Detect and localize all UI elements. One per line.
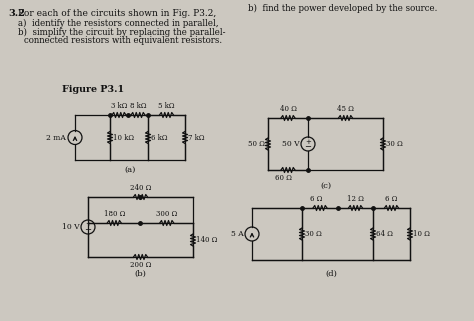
Text: 6 Ω: 6 Ω: [385, 195, 398, 203]
Text: (d): (d): [325, 270, 337, 278]
Text: 50 Ω: 50 Ω: [248, 140, 265, 148]
Text: 5 kΩ: 5 kΩ: [158, 102, 175, 110]
Text: 40 Ω: 40 Ω: [280, 105, 296, 113]
Text: 10 V: 10 V: [63, 223, 80, 231]
Text: 60 Ω: 60 Ω: [274, 174, 292, 182]
Text: 6 Ω: 6 Ω: [310, 195, 322, 203]
Text: For each of the circuits shown in Fig. P3.2,: For each of the circuits shown in Fig. P…: [18, 9, 216, 18]
Text: +: +: [85, 221, 91, 228]
Text: 10 kΩ: 10 kΩ: [113, 134, 134, 142]
Text: 240 Ω: 240 Ω: [130, 184, 151, 192]
Text: connected resistors with equivalent resistors.: connected resistors with equivalent resi…: [24, 36, 222, 45]
Text: 50 V: 50 V: [283, 140, 300, 148]
Text: 30 Ω: 30 Ω: [305, 230, 322, 238]
Text: (b): (b): [135, 270, 146, 278]
Text: 140 Ω: 140 Ω: [196, 236, 218, 244]
Text: b)  simplify the circuit by replacing the parallel-: b) simplify the circuit by replacing the…: [18, 28, 226, 37]
Text: a)  identify the resistors connected in parallel,: a) identify the resistors connected in p…: [18, 19, 219, 28]
Text: 3.2: 3.2: [8, 9, 25, 18]
Text: +: +: [305, 138, 311, 144]
Text: Figure P3.1: Figure P3.1: [62, 85, 124, 94]
Text: 7 kΩ: 7 kΩ: [188, 134, 204, 142]
Text: (a): (a): [124, 166, 136, 174]
Text: 3 kΩ: 3 kΩ: [111, 102, 127, 110]
Text: 180 Ω: 180 Ω: [103, 210, 125, 218]
Text: 45 Ω: 45 Ω: [337, 105, 354, 113]
Text: 12 Ω: 12 Ω: [347, 195, 364, 203]
Text: 6 kΩ: 6 kΩ: [151, 134, 167, 142]
Text: 64 Ω: 64 Ω: [376, 230, 393, 238]
Text: 5 A: 5 A: [231, 230, 244, 238]
Text: 200 Ω: 200 Ω: [130, 261, 151, 269]
Text: 8 kΩ: 8 kΩ: [130, 102, 146, 110]
Text: −: −: [84, 225, 91, 235]
Text: b)  find the power developed by the source.: b) find the power developed by the sourc…: [248, 4, 438, 13]
Text: 10 Ω: 10 Ω: [413, 230, 430, 238]
Text: 2 mA: 2 mA: [46, 134, 66, 142]
Text: (c): (c): [320, 182, 331, 190]
Text: −: −: [304, 143, 311, 152]
Text: 30 Ω: 30 Ω: [386, 140, 403, 148]
Text: 300 Ω: 300 Ω: [156, 210, 177, 218]
